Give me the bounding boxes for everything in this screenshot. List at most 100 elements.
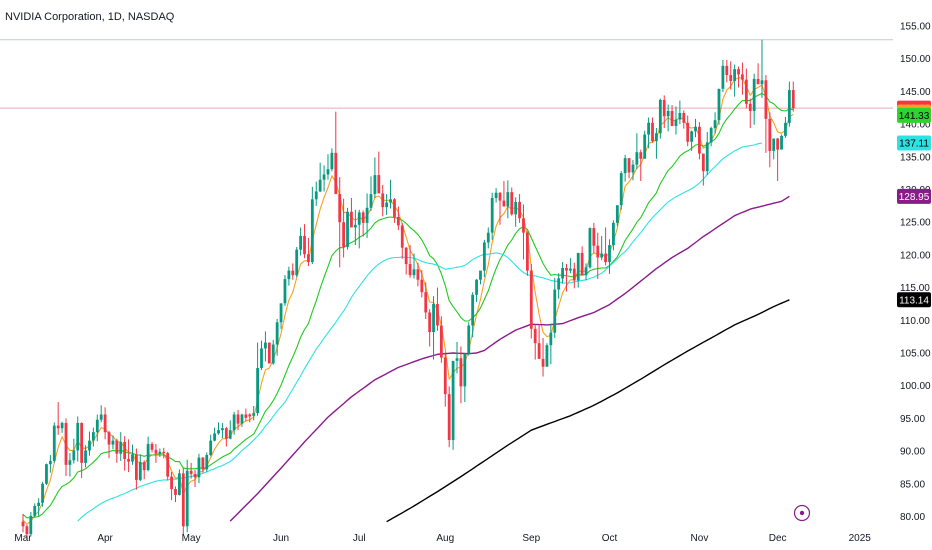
- candle-body: [373, 175, 377, 195]
- overlay-badge-2: 137.11: [897, 135, 931, 151]
- candle-body: [631, 164, 635, 173]
- candle: [717, 88, 721, 125]
- candle-body: [338, 194, 342, 223]
- candle-body: [756, 78, 760, 85]
- go-to-realtime-icon[interactable]: [793, 504, 811, 522]
- candle-body: [424, 292, 428, 313]
- candle: [619, 171, 623, 210]
- candle-body: [256, 368, 259, 414]
- overlay-badge-2-text: 137.11: [899, 139, 929, 150]
- candle-body: [318, 179, 322, 192]
- candle-body: [21, 521, 25, 527]
- candle-body: [291, 270, 295, 276]
- candle-body: [549, 332, 553, 346]
- candle-body: [678, 112, 682, 120]
- candle-body: [533, 328, 537, 344]
- candle: [494, 188, 498, 203]
- candle-body: [48, 460, 52, 465]
- candle-body: [393, 199, 396, 217]
- y-tick-label: 150.00: [900, 54, 931, 65]
- candle: [76, 416, 80, 462]
- x-axis[interactable]: Mar Apr May Jun Jul Aug Sep Oct Nov Dec 2025: [14, 533, 871, 544]
- candle: [533, 324, 537, 360]
- candle: [318, 162, 322, 193]
- candle-body: [502, 200, 506, 207]
- candle: [608, 239, 611, 274]
- candle: [662, 95, 666, 129]
- candle-body: [467, 325, 471, 354]
- candle: [287, 266, 291, 286]
- candle: [248, 413, 252, 423]
- candle: [780, 134, 783, 150]
- candle-body: [686, 122, 690, 142]
- candle-body: [463, 353, 467, 387]
- candle-body: [377, 175, 381, 194]
- candle-body: [84, 450, 87, 463]
- candle: [561, 262, 564, 284]
- candle-body: [572, 268, 576, 281]
- candle-body: [189, 470, 193, 474]
- candle: [772, 138, 776, 160]
- candle-body: [267, 342, 271, 364]
- candle: [353, 209, 357, 246]
- candle: [103, 407, 107, 440]
- candle-body: [784, 122, 787, 136]
- candle-body: [561, 267, 564, 279]
- candle-body: [608, 245, 611, 263]
- candle: [428, 309, 432, 347]
- candle: [29, 511, 33, 536]
- candle-body: [639, 152, 643, 159]
- candle: [557, 273, 561, 299]
- candle: [486, 227, 490, 249]
- candle: [729, 61, 733, 90]
- candle-body: [310, 199, 314, 263]
- candle-body: [209, 440, 213, 456]
- candle-body: [314, 191, 318, 200]
- candle: [385, 194, 389, 216]
- candle: [748, 98, 752, 129]
- candle: [510, 187, 514, 216]
- candle-body: [518, 201, 521, 219]
- candle-body: [584, 267, 588, 276]
- candle-body: [490, 198, 494, 233]
- candle-body: [643, 134, 647, 159]
- candle: [213, 427, 216, 442]
- go-to-realtime-icon-dot: [799, 510, 805, 516]
- candle: [170, 472, 173, 501]
- candle: [185, 459, 189, 533]
- candle: [350, 198, 353, 228]
- candle: [506, 180, 510, 219]
- candle-body: [260, 348, 263, 369]
- candle: [334, 111, 338, 195]
- candle-body: [64, 422, 68, 465]
- candle: [264, 331, 267, 362]
- candle-body: [365, 207, 369, 223]
- candle: [291, 263, 295, 280]
- candle-body: [670, 111, 674, 127]
- candle-body: [529, 270, 533, 329]
- candle: [658, 98, 662, 139]
- candle-body: [185, 470, 189, 527]
- candle: [678, 100, 682, 125]
- candle-body: [385, 202, 389, 208]
- candle: [64, 418, 68, 476]
- candle-body: [436, 303, 439, 326]
- candle: [369, 176, 373, 212]
- x-tick-label: Jul: [353, 533, 366, 544]
- candle: [514, 197, 518, 227]
- candle: [752, 73, 756, 125]
- candle: [471, 292, 475, 338]
- x-tick-label: May: [182, 533, 201, 544]
- candle-body: [72, 450, 76, 461]
- candle: [389, 179, 392, 209]
- candle-body: [439, 325, 443, 358]
- candle-body: [389, 199, 392, 203]
- candle: [643, 130, 647, 159]
- candle: [737, 66, 740, 88]
- candle-body: [91, 432, 95, 441]
- candle-body: [295, 249, 299, 276]
- candle: [467, 322, 471, 356]
- overlay-badge-2-bg: [897, 135, 931, 151]
- candle-body: [588, 228, 592, 268]
